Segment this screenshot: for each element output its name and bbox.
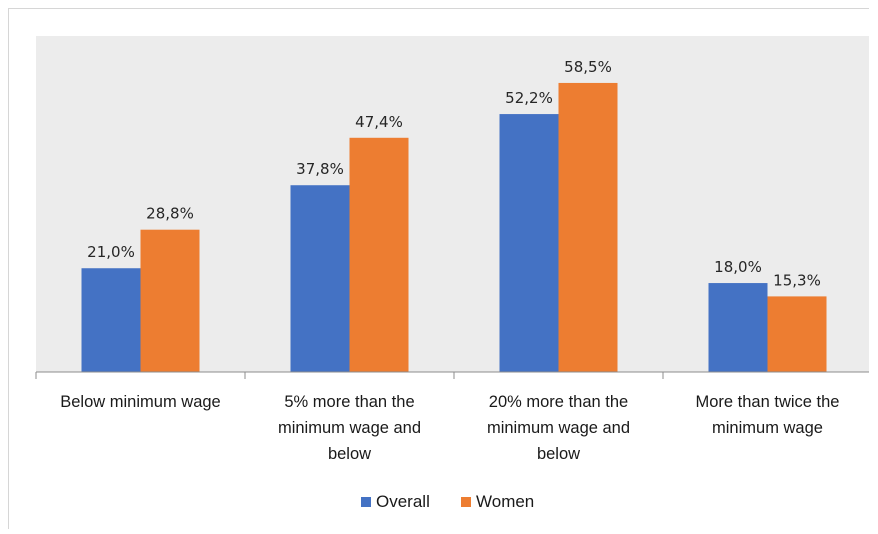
bar-women-4 [767, 296, 827, 372]
x-axis-ticks [35, 372, 664, 379]
bar-overall-2 [290, 185, 350, 372]
bar-women-1 [140, 229, 200, 372]
bar-overall-3 [499, 114, 559, 372]
category-label-line: below [328, 445, 371, 463]
category-label-line: More than twice the [696, 393, 840, 411]
bar-women-3 [558, 82, 618, 373]
category-label-2: 5% more than the minimum wage and below [278, 393, 421, 463]
legend-label-overall: Overall [376, 492, 430, 511]
data-label-overall-1: 21,0% [87, 243, 135, 261]
bar-overall-1 [81, 268, 141, 372]
category-label-line: below [537, 445, 580, 463]
legend: Overall Women [361, 492, 534, 511]
chart-frame: 21,0% 28,8% 37,8% 47,4% 52,2% 58,5% 18,0% 15,3%… [8, 8, 869, 529]
bar-women-2 [349, 137, 409, 372]
data-label-women-3: 58,5% [564, 58, 612, 76]
category-label-4: More than twice the minimum wage [696, 393, 840, 437]
data-label-women-4: 15,3% [773, 271, 821, 289]
category-label-line: Below minimum wage [60, 393, 220, 411]
category-label-1: Below minimum wage [60, 393, 220, 411]
category-label-line: 20% more than the [489, 393, 628, 411]
category-label-3: 20% more than the minimum wage and below [487, 393, 630, 463]
legend-swatch-overall [361, 497, 371, 507]
category-labels-layer: Below minimum wage 5% more than the minimu… [60, 393, 839, 463]
data-label-overall-2: 37,8% [296, 160, 344, 178]
bar-overall-4 [708, 283, 768, 372]
data-label-overall-4: 18,0% [714, 258, 762, 276]
data-label-overall-3: 52,2% [505, 89, 553, 107]
category-label-line: minimum wage and [278, 419, 421, 437]
category-label-line: minimum wage and [487, 419, 630, 437]
category-label-line: 5% more than the [284, 393, 414, 411]
category-label-line: minimum wage [712, 419, 823, 437]
bar-chart: 21,0% 28,8% 37,8% 47,4% 52,2% 58,5% 18,0% 15,3%… [35, 36, 869, 511]
legend-label-women: Women [476, 492, 534, 511]
legend-swatch-women [461, 497, 471, 507]
data-labels-layer: 21,0% 28,8% 37,8% 47,4% 52,2% 58,5% 18,0% 15,3% [87, 58, 821, 289]
bars-layer [81, 82, 827, 373]
data-label-women-2: 47,4% [355, 113, 403, 131]
data-label-women-1: 28,8% [146, 205, 194, 223]
